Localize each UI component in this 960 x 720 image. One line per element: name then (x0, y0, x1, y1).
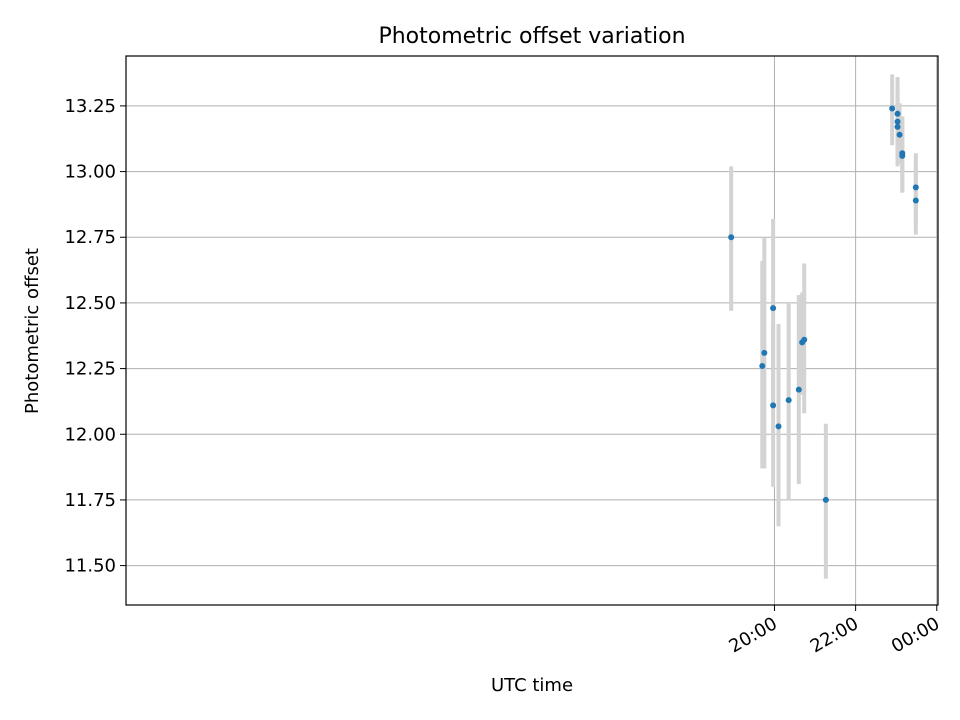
data-point (801, 336, 808, 343)
data-point (899, 152, 906, 159)
data-point (894, 123, 901, 130)
y-axis-label: Photometric offset (22, 248, 43, 414)
grid-lines (126, 56, 938, 605)
data-point (775, 423, 782, 430)
data-point (896, 131, 903, 138)
data-point (912, 184, 919, 191)
chart-title: Photometric offset variation (378, 24, 685, 49)
data-point (728, 234, 735, 241)
y-tick-label: 12.75 (64, 227, 116, 248)
y-tick-label: 12.00 (64, 424, 116, 445)
data-point (894, 110, 901, 117)
y-tick-label: 12.25 (64, 359, 116, 380)
data-point (759, 362, 766, 369)
y-tick-label: 13.00 (64, 162, 116, 183)
data-point (822, 496, 829, 503)
x-axis-label: UTC time (491, 675, 573, 696)
data-point (770, 305, 777, 312)
data-point (785, 397, 792, 404)
data-point (770, 402, 777, 409)
data-point (795, 386, 802, 393)
data-point (761, 349, 768, 356)
y-tick-label: 11.75 (64, 490, 116, 511)
plot-frame (125, 55, 939, 606)
y-tick-label: 12.50 (64, 293, 116, 314)
data-points (728, 105, 919, 503)
data-point (889, 105, 896, 112)
data-point (912, 197, 919, 204)
y-tick-label: 13.25 (64, 96, 116, 117)
y-tick-label: 11.50 (64, 556, 116, 577)
data-point (894, 118, 901, 125)
